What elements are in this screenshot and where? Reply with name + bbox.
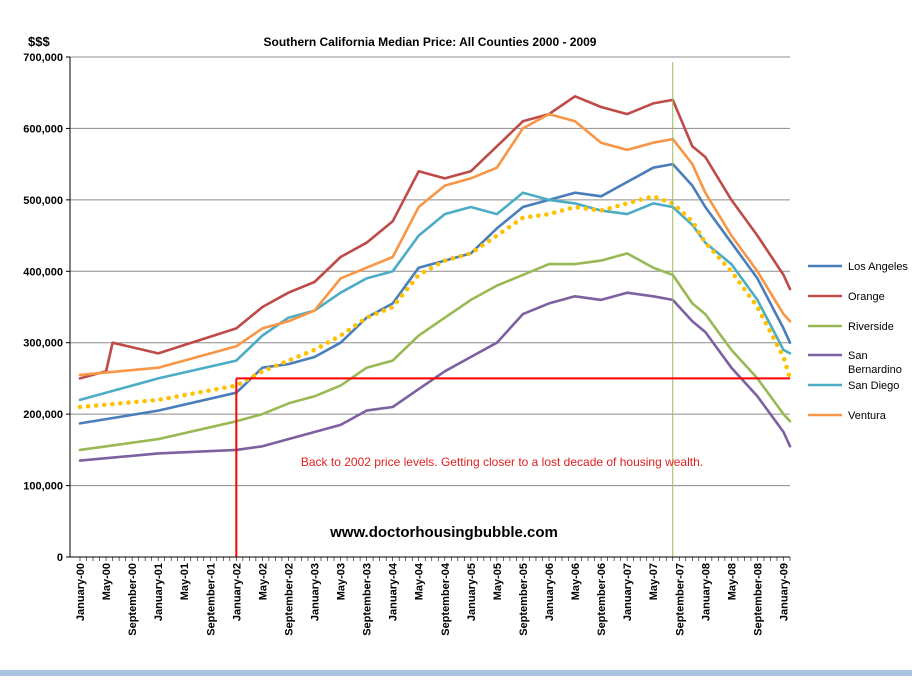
y-tick-label: 700,000 (23, 52, 63, 64)
window-bottom-bar (0, 670, 912, 676)
series-lines (77, 95, 793, 462)
x-tick-label: May-05 (492, 563, 504, 600)
y-tick-label: 600,000 (23, 123, 63, 135)
x-tick-label: January-07 (622, 563, 634, 621)
x-tick-label: September-08 (752, 563, 764, 636)
y-tick-label: 100,000 (23, 481, 63, 493)
annotation-text: Back to 2002 price levels. Getting close… (301, 455, 703, 469)
legend-label-san-diego: San Diego (848, 380, 899, 392)
x-tick-label: January-02 (231, 563, 243, 621)
legend-label-san-bernardino: San Bernardino (848, 350, 902, 376)
series-line-ventura (78, 112, 792, 377)
axes: 0 100,000 200,000 300,000 400,000 500,000 600,… (23, 52, 790, 636)
x-tick-label: September-07 (674, 563, 686, 636)
x-tick-label: September-05 (518, 563, 530, 636)
y-tick-label: 500,000 (23, 195, 63, 207)
x-tick-label: September-02 (283, 563, 295, 636)
x-tick-label: January-01 (153, 563, 165, 621)
x-tick-label: January-09 (778, 563, 790, 621)
x-tick-label: September-01 (205, 563, 217, 636)
x-tick-label: May-00 (101, 563, 113, 600)
chart-title: Southern California Median Price: All Co… (264, 35, 597, 49)
series-line-san-bernardino (78, 291, 792, 462)
x-tick-label: September-04 (440, 562, 452, 636)
series-line-dotted (77, 194, 793, 410)
legend: Los Angeles Orange Riverside San Bernardino S… (808, 261, 908, 422)
watermark-text: www.doctorhousingbubble.com (329, 524, 558, 541)
x-tick-label: September-06 (596, 563, 608, 636)
x-tick-label: January-04 (388, 562, 400, 621)
x-tick-label: January-03 (309, 563, 321, 621)
x-tick-label: May-03 (336, 563, 348, 600)
x-tick-label: May-02 (257, 563, 269, 600)
legend-label-orange: Orange (848, 291, 885, 303)
x-tick-label: May-01 (179, 563, 191, 600)
x-tick-label: September-00 (127, 563, 139, 636)
x-tick-label: May-08 (726, 563, 738, 600)
reference-lines (235, 62, 790, 557)
x-tick-label: January-00 (75, 563, 87, 621)
y-tick-label: 400,000 (23, 266, 63, 278)
y-tick-label: 300,000 (23, 338, 63, 350)
series-line-orange (78, 95, 792, 380)
x-tick-label: January-08 (700, 563, 712, 621)
x-tick-label: September-03 (362, 563, 374, 636)
y-tick-label: 200,000 (23, 409, 63, 421)
series-line-los-angeles (78, 162, 792, 425)
x-tick-label: May-06 (570, 563, 582, 600)
legend-label-los-angeles: Los Angeles (848, 261, 908, 273)
legend-label-ventura: Ventura (848, 410, 887, 422)
legend-label-riverside: Riverside (848, 321, 894, 333)
x-tick-label: May-04 (414, 562, 426, 600)
series-line-riverside (78, 252, 792, 452)
x-tick-label: May-07 (648, 563, 660, 600)
y-tick-label: 0 (57, 552, 63, 564)
x-tick-label: January-05 (466, 563, 478, 621)
y-axis-label: $$$ (28, 34, 50, 49)
x-tick-label: January-06 (544, 563, 556, 621)
